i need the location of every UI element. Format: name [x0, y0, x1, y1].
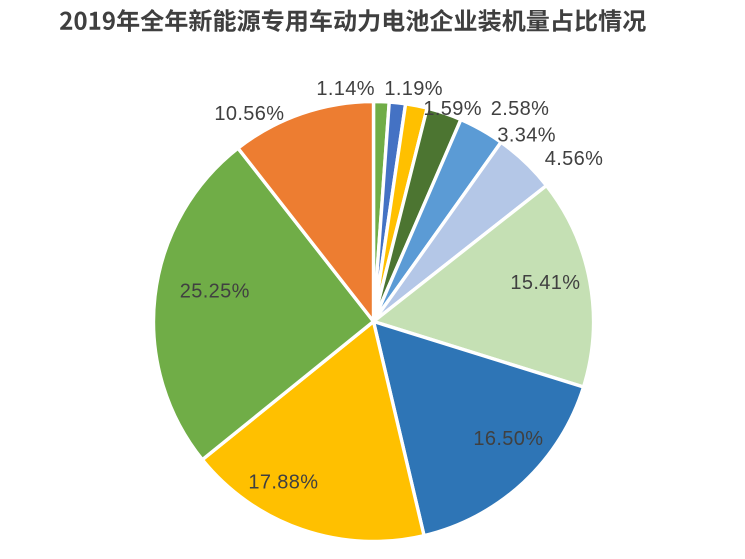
svg-text:4.56%: 4.56%	[545, 148, 603, 170]
svg-text:1.59%: 1.59%	[423, 98, 481, 120]
svg-text:10.56%: 10.56%	[214, 103, 284, 125]
svg-text:1.19%: 1.19%	[384, 78, 442, 100]
svg-text:2.58%: 2.58%	[491, 98, 549, 120]
svg-text:17.88%: 17.88%	[248, 472, 318, 494]
svg-text:15.41%: 15.41%	[510, 272, 580, 294]
svg-text:1.14%: 1.14%	[316, 78, 374, 100]
svg-text:16.50%: 16.50%	[473, 428, 543, 450]
svg-text:25.25%: 25.25%	[180, 280, 250, 302]
svg-text:3.34%: 3.34%	[497, 125, 555, 147]
